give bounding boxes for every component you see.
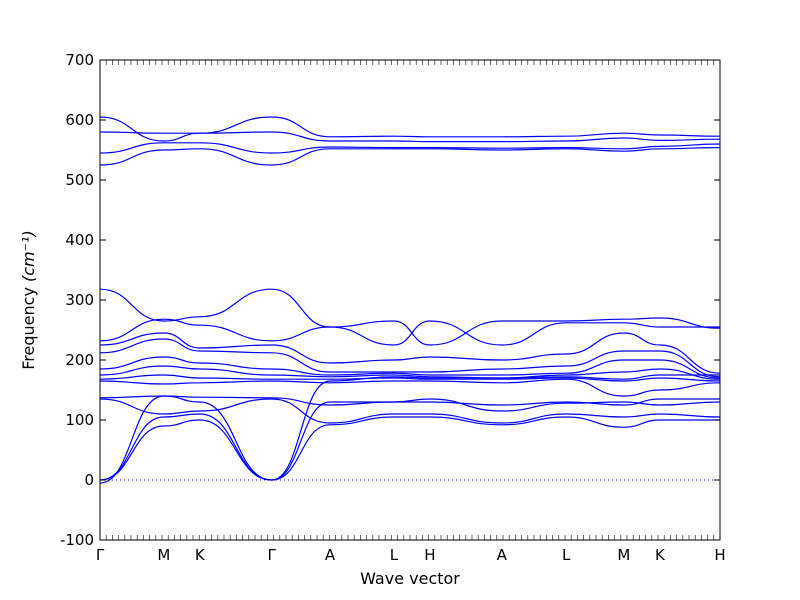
band-16 <box>99 374 720 481</box>
x-tick-label: M <box>617 546 630 564</box>
y-tick-label: 300 <box>65 291 94 309</box>
y-tick-label: 600 <box>65 111 94 129</box>
x-tick-label: Γ <box>96 546 105 564</box>
band-8 <box>99 338 721 378</box>
band-10 <box>99 365 721 380</box>
y-tick-label: 400 <box>65 231 94 249</box>
band-7 <box>99 332 721 374</box>
band-11 <box>99 374 721 382</box>
y-axis-label-unit: (cm⁻¹) <box>19 230 38 282</box>
x-tick-label: K <box>655 546 666 564</box>
x-tick-label: A <box>325 546 336 564</box>
y-tick-label: 0 <box>84 471 94 489</box>
x-tick-label: K <box>195 546 206 564</box>
band-9 <box>99 356 721 379</box>
band-17 <box>99 395 721 484</box>
band-13 <box>99 395 720 406</box>
band-4 <box>99 147 721 166</box>
x-tick-label: A <box>497 546 508 564</box>
x-axis-label: Wave vector <box>360 569 460 588</box>
y-axis-label-text: Frequency <box>19 282 38 370</box>
band-lines <box>99 116 721 484</box>
y-axis: -100 0 100 200 300 400 500 600 700 <box>60 51 720 549</box>
y-tick-label: 200 <box>65 351 94 369</box>
band-14 <box>99 398 721 424</box>
x-tick-label: L <box>562 546 571 564</box>
band-12 <box>99 378 721 397</box>
y-tick-label: 700 <box>65 51 94 69</box>
x-tick-label: Γ <box>268 546 277 564</box>
band-2 <box>99 131 721 143</box>
band-3 <box>99 142 721 154</box>
band-15 <box>99 413 720 481</box>
y-axis-label: Frequency (cm⁻¹) <box>19 230 38 369</box>
band-5 <box>99 288 721 346</box>
y-tick-label: 100 <box>65 411 94 429</box>
x-tick-label: H <box>714 546 725 564</box>
y-tick-label: 500 <box>65 171 94 189</box>
x-tick-label: H <box>424 546 435 564</box>
band-6 <box>99 318 720 346</box>
x-tick-label: L <box>390 546 399 564</box>
plot-frame <box>99 59 721 541</box>
band-1 <box>99 116 721 142</box>
x-tick-label: M <box>157 546 170 564</box>
y-tick-label: -100 <box>60 531 94 549</box>
